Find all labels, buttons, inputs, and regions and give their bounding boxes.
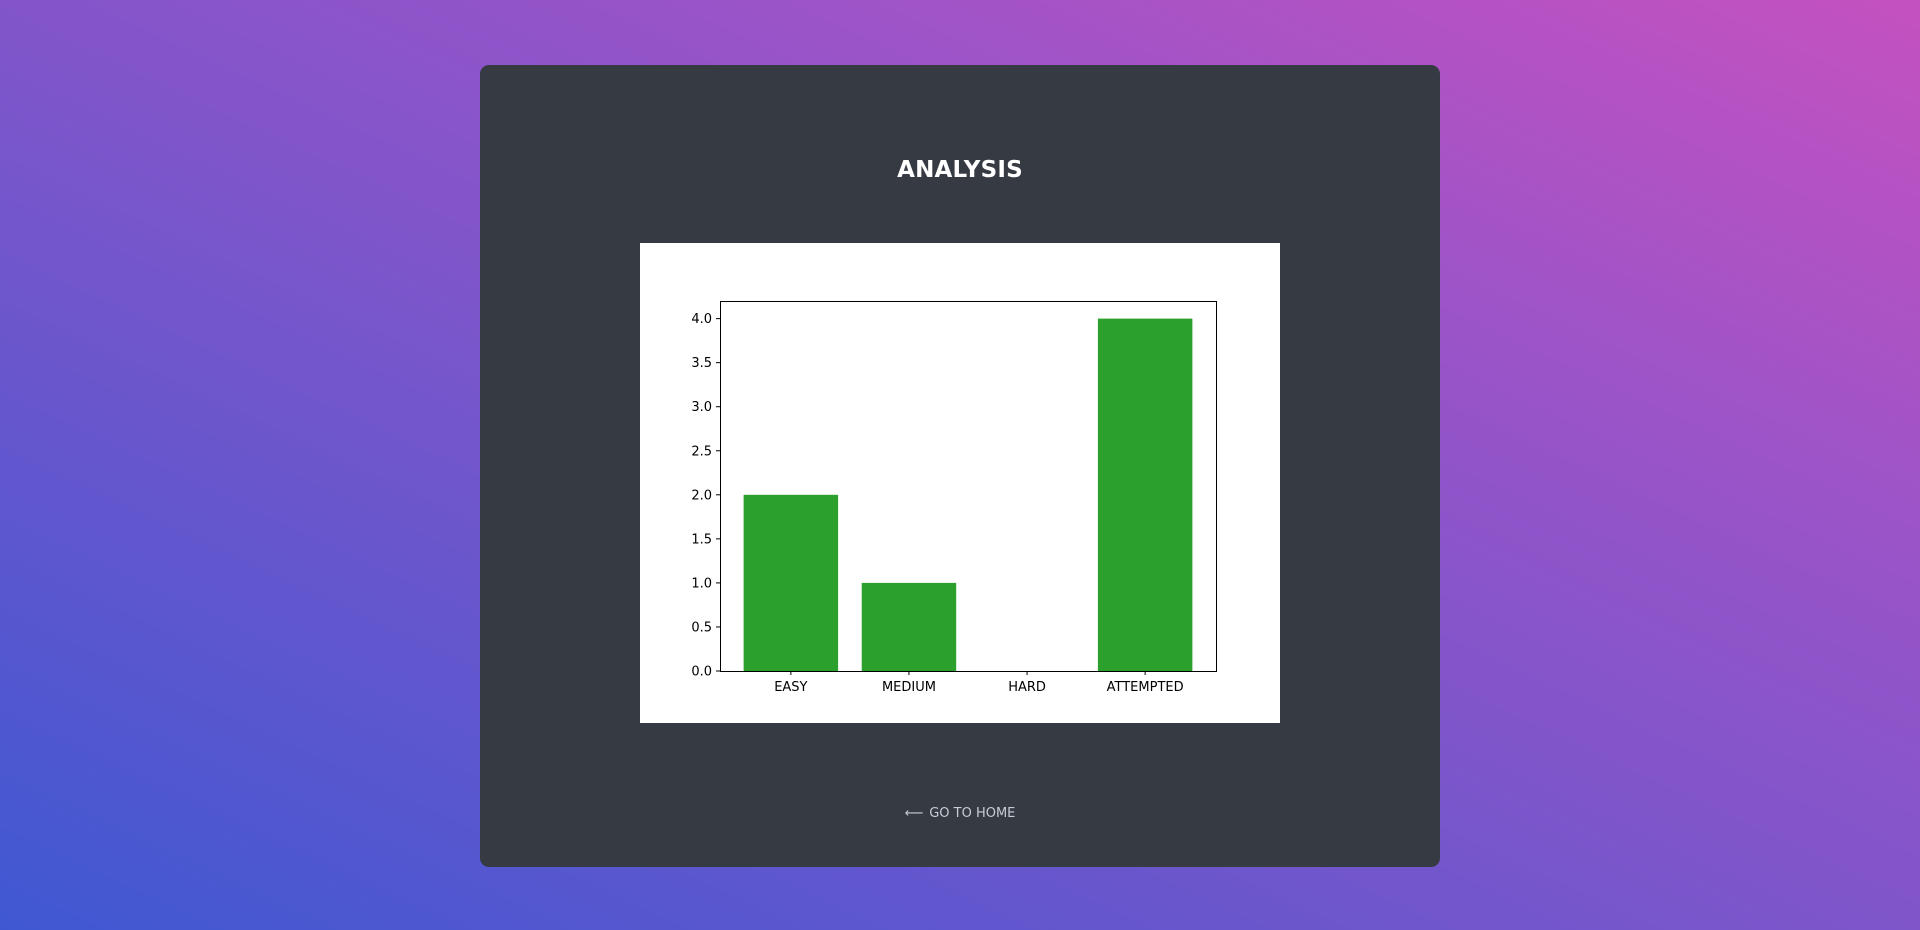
y-tick-label: 2.5 bbox=[691, 444, 712, 459]
x-tick-label: ATTEMPTED bbox=[1107, 680, 1184, 695]
y-tick-label: 2.0 bbox=[691, 488, 712, 503]
page-title: ANALYSIS bbox=[897, 157, 1023, 183]
go-to-home-link[interactable]: ⟵ GO TO HOME bbox=[480, 807, 1440, 820]
bars-layer bbox=[743, 318, 1193, 671]
y-tick-label: 4.0 bbox=[691, 312, 712, 327]
plot-frame bbox=[720, 301, 1217, 672]
go-to-home-label: GO TO HOME bbox=[929, 806, 1016, 821]
analysis-card: ANALYSIS 0.0 0.5 1.0 1.5 2.0 2.5 3.0 3.5 4.0 EAS… bbox=[480, 65, 1440, 867]
y-axis-ticks: 0.0 0.5 1.0 1.5 2.0 2.5 3.0 3.5 4.0 bbox=[691, 312, 720, 680]
x-tick-label: HARD bbox=[1008, 680, 1046, 695]
x-tick-label: EASY bbox=[774, 680, 807, 695]
bar-attempted bbox=[1097, 318, 1193, 671]
bar-easy bbox=[743, 494, 839, 671]
arrow-left-icon: ⟵ bbox=[904, 806, 924, 821]
x-tick-label: MEDIUM bbox=[882, 680, 936, 695]
x-axis-ticks: EASY MEDIUM HARD ATTEMPTED bbox=[774, 671, 1184, 695]
y-tick-label: 1.5 bbox=[691, 532, 712, 547]
y-tick-label: 0.5 bbox=[691, 620, 712, 635]
y-tick-label: 3.5 bbox=[691, 356, 712, 371]
analysis-chart: 0.0 0.5 1.0 1.5 2.0 2.5 3.0 3.5 4.0 EASY MEDIUM HA… bbox=[640, 243, 1280, 723]
bar-chart: 0.0 0.5 1.0 1.5 2.0 2.5 3.0 3.5 4.0 EASY MEDIUM HA… bbox=[691, 301, 1217, 695]
y-tick-label: 1.0 bbox=[691, 576, 712, 591]
y-tick-label: 3.0 bbox=[691, 400, 712, 415]
bar-medium bbox=[861, 582, 957, 671]
y-tick-label: 0.0 bbox=[691, 665, 712, 680]
